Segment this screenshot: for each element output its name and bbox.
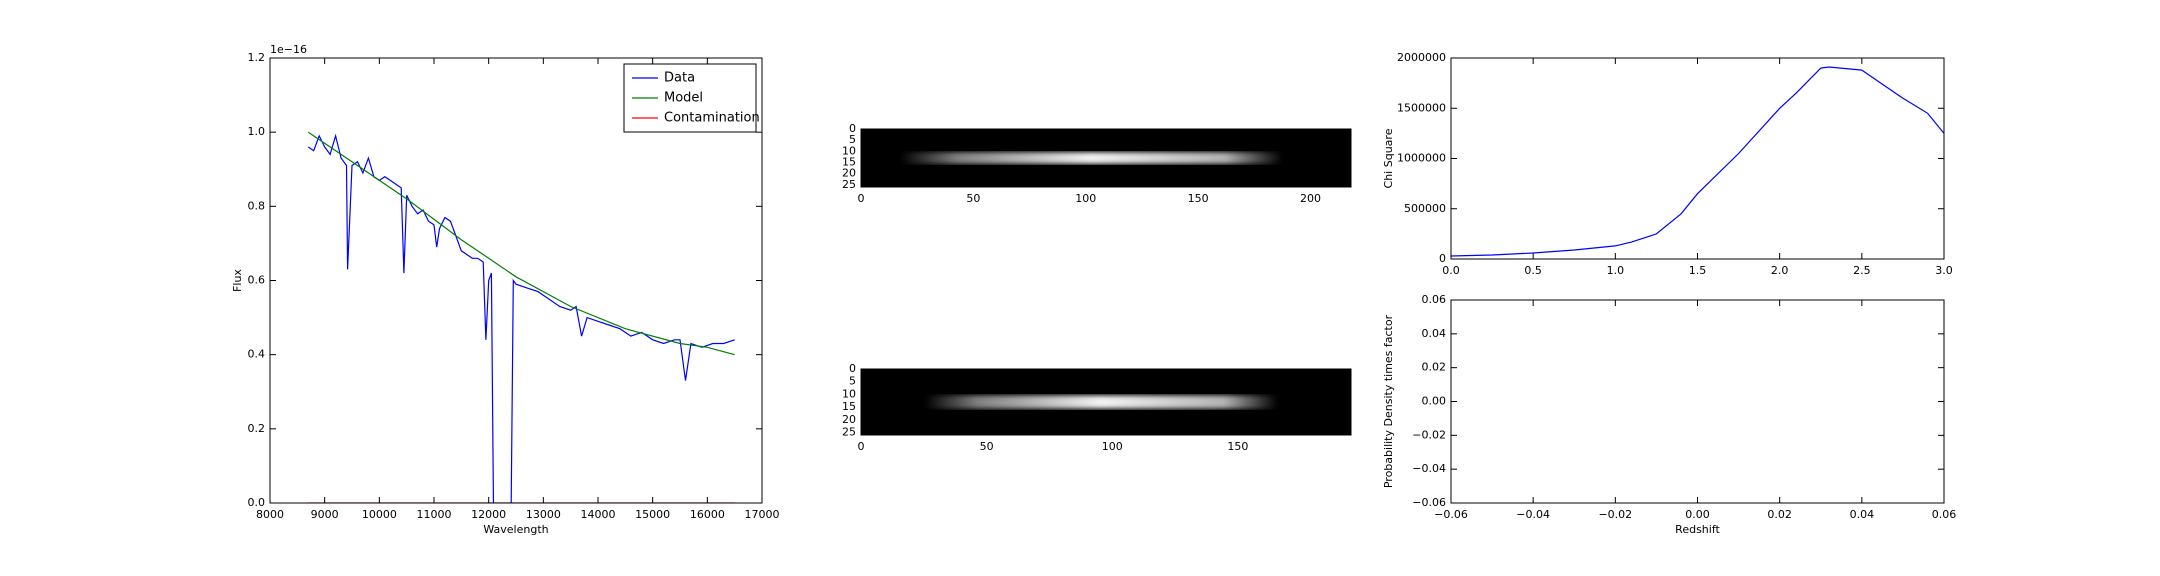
- spectrum-streak: [924, 395, 1278, 409]
- x-tick-label: −0.04: [1516, 508, 1550, 521]
- x-tick-label: 1.0: [1607, 264, 1625, 277]
- y-axis-label: Chi Square: [1382, 128, 1395, 188]
- x-tick-label: 11000: [417, 508, 452, 521]
- x-tick-label: 8000: [256, 508, 284, 521]
- y-tick-label: 1.0: [248, 125, 266, 138]
- y-tick-label: 0: [849, 362, 856, 375]
- x-axis-label: Wavelength: [483, 523, 548, 536]
- x-tick-label: 150: [1188, 192, 1209, 205]
- y-tick-label: 0.4: [248, 348, 266, 361]
- x-tick-label: 15000: [635, 508, 670, 521]
- x-tick-label: 0.5: [1524, 264, 1542, 277]
- x-tick-label: 17000: [745, 508, 780, 521]
- plot-area: [1451, 66, 1944, 257]
- x-tick-label: 13000: [526, 508, 561, 521]
- x-tick-label: 12000: [471, 508, 506, 521]
- x-tick-label: 0.04: [1850, 508, 1875, 521]
- y-tick-label: 1000000: [1397, 152, 1446, 165]
- x-tick-label: 0.02: [1767, 508, 1792, 521]
- x-tick-label: 9000: [311, 508, 339, 521]
- x-tick-label: 150: [1227, 440, 1248, 453]
- y-tick-label: 0: [1439, 252, 1446, 265]
- y-tick-label: 2000000: [1397, 51, 1446, 64]
- x-tick-label: 0.00: [1685, 508, 1710, 521]
- x-axis-label: Redshift: [1675, 523, 1720, 536]
- y-tick-label: 10: [842, 387, 856, 400]
- y-tick-label: 0.00: [1422, 395, 1447, 408]
- y-tick-label: 1500000: [1397, 101, 1446, 114]
- y-tick-label: 0: [849, 122, 856, 135]
- y-tick-label: 0.2: [248, 422, 266, 435]
- x-tick-label: 200: [1300, 192, 1321, 205]
- y-tick-label: −0.04: [1412, 462, 1446, 475]
- y-tick-label: 20: [842, 413, 856, 426]
- y-tick-label: 20: [842, 167, 856, 180]
- y-tick-label: 25: [842, 178, 856, 191]
- y-tick-label: 15: [842, 400, 856, 413]
- y-tick-label: 5: [849, 375, 856, 388]
- y-tick-label: 0.02: [1422, 361, 1447, 374]
- offset-text: 1e−16: [270, 43, 307, 56]
- x-tick-label: 2.0: [1771, 264, 1789, 277]
- y-tick-label: 500000: [1404, 202, 1446, 215]
- legend-label: Data: [664, 71, 695, 86]
- x-tick-label: 14000: [581, 508, 616, 521]
- y-tick-label: 5: [849, 133, 856, 146]
- plot-area: [307, 131, 735, 503]
- y-tick-label: 10: [842, 144, 856, 157]
- x-tick-label: −0.02: [1598, 508, 1632, 521]
- legend-label: Contamination: [664, 111, 760, 126]
- series-line: [1451, 66, 1944, 257]
- x-tick-label: 0: [858, 192, 865, 205]
- x-tick-label: 1.5: [1689, 264, 1707, 277]
- x-tick-label: 50: [966, 192, 980, 205]
- x-tick-label: 16000: [690, 508, 725, 521]
- axes-frame: [1450, 299, 1945, 504]
- y-axis-label: Flux: [231, 269, 244, 292]
- x-tick-label: 0.06: [1932, 508, 1957, 521]
- y-tick-label: 15: [842, 155, 856, 168]
- y-tick-label: −0.02: [1412, 428, 1446, 441]
- x-tick-label: 100: [1075, 192, 1096, 205]
- axes-frame: [1450, 57, 1945, 260]
- x-tick-label: 3.0: [1935, 264, 1953, 277]
- x-tick-label: −0.06: [1434, 508, 1468, 521]
- x-tick-label: 100: [1102, 440, 1123, 453]
- axes-frame: [860, 128, 1352, 188]
- y-tick-label: 25: [842, 425, 856, 438]
- y-tick-label: −0.06: [1412, 496, 1446, 509]
- y-tick-label: 0.06: [1422, 293, 1447, 306]
- y-tick-label: 1.2: [248, 51, 266, 64]
- y-tick-label: 0.04: [1422, 327, 1447, 340]
- y-axis-label: Probability Density times factor: [1382, 314, 1395, 488]
- series-line: [307, 131, 735, 356]
- x-tick-label: 50: [980, 440, 994, 453]
- x-tick-label: 10000: [362, 508, 397, 521]
- y-tick-label: 0.8: [248, 199, 266, 212]
- x-tick-label: 2.5: [1853, 264, 1871, 277]
- y-tick-label: 0.0: [248, 496, 266, 509]
- spectrum-streak: [900, 152, 1283, 164]
- x-tick-label: 0.0: [1442, 264, 1460, 277]
- axes-frame: [860, 368, 1352, 436]
- x-tick-label: 0: [858, 440, 865, 453]
- y-tick-label: 0.6: [248, 274, 266, 287]
- legend-label: Model: [664, 91, 703, 106]
